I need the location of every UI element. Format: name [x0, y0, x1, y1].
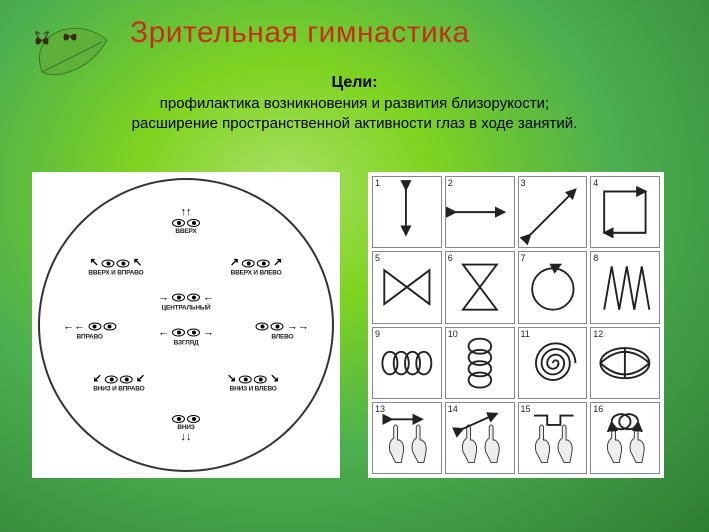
- leaf-decoration: [22, 22, 112, 82]
- grid-cell: 2: [445, 176, 515, 248]
- cell-diagram: [446, 177, 514, 247]
- eye-direction-item: ↘↘ВНИЗ И ВЛЕВО: [227, 374, 279, 393]
- eye-direction-item: ↗↗ВВЕРХ И ВЛЕВО: [230, 258, 282, 277]
- cell-diagram: [373, 252, 441, 322]
- goals-line-2: расширение пространственной активности г…: [0, 114, 709, 134]
- grid-cell: 14: [445, 402, 515, 474]
- cell-diagram: [446, 328, 514, 398]
- goals-line-1: профилактика возникновения и развития бл…: [0, 94, 709, 114]
- grid-cell: 11: [518, 327, 588, 399]
- cell-diagram: [446, 403, 514, 473]
- grid-cell: 1: [372, 176, 442, 248]
- exercise-grid: 12345678910111213141516: [372, 176, 660, 474]
- eye-direction-item: ВНИЗ↓↓: [172, 415, 200, 443]
- cell-diagram: [519, 328, 587, 398]
- eye-directions-panel: ↑↑ВВЕРХ ↖↖ВВЕРХ И ВПРАВО ↗↗ВВЕРХ И ВЛЕВО →←…: [32, 172, 340, 478]
- cell-diagram: [591, 252, 659, 322]
- page-title: Зрительная гимнастика: [130, 16, 470, 50]
- eye-direction-item: ↙↙ВНИЗ И ВПРАВО: [93, 374, 145, 393]
- eye-direction-item: ↖↖ВВЕРХ И ВПРАВО: [88, 258, 143, 277]
- grid-cell: 6: [445, 251, 515, 323]
- cell-diagram: [519, 177, 587, 247]
- eye-direction-item: ←←ВПРАВО: [63, 321, 116, 340]
- cell-diagram: [373, 177, 441, 247]
- grid-cell: 13: [372, 402, 442, 474]
- cell-diagram: [373, 403, 441, 473]
- eye-direction-item: ↑↑ВВЕРХ: [172, 207, 200, 235]
- grid-cell: 4: [590, 176, 660, 248]
- cell-diagram: [519, 252, 587, 322]
- grid-cell: 15: [518, 402, 588, 474]
- grid-cell: 9: [372, 327, 442, 399]
- grid-cell: 16: [590, 402, 660, 474]
- cell-diagram: [446, 252, 514, 322]
- eye-direction-item: →→ВЛЕВО: [256, 321, 309, 340]
- eye-direction-item: ←→ВЗГЛЯД: [158, 327, 214, 346]
- grid-cell: 7: [518, 251, 588, 323]
- cell-diagram: [373, 328, 441, 398]
- eye-direction-item: →←ЦЕНТРАЛЬНЫЙ: [158, 292, 214, 311]
- cell-diagram: [519, 403, 587, 473]
- grid-cell: 8: [590, 251, 660, 323]
- eye-circle: ↑↑ВВЕРХ ↖↖ВВЕРХ И ВПРАВО ↗↗ВВЕРХ И ВЛЕВО →←…: [38, 178, 334, 472]
- exercise-grid-panel: 12345678910111213141516: [368, 172, 664, 478]
- grid-cell: 3: [518, 176, 588, 248]
- cell-diagram: [591, 403, 659, 473]
- goals-block: Цели: профилактика возникновения и разви…: [0, 74, 709, 135]
- goals-heading: Цели:: [0, 74, 709, 92]
- grid-cell: 5: [372, 251, 442, 323]
- cell-diagram: [591, 177, 659, 247]
- cell-diagram: [591, 328, 659, 398]
- grid-cell: 12: [590, 327, 660, 399]
- grid-cell: 10: [445, 327, 515, 399]
